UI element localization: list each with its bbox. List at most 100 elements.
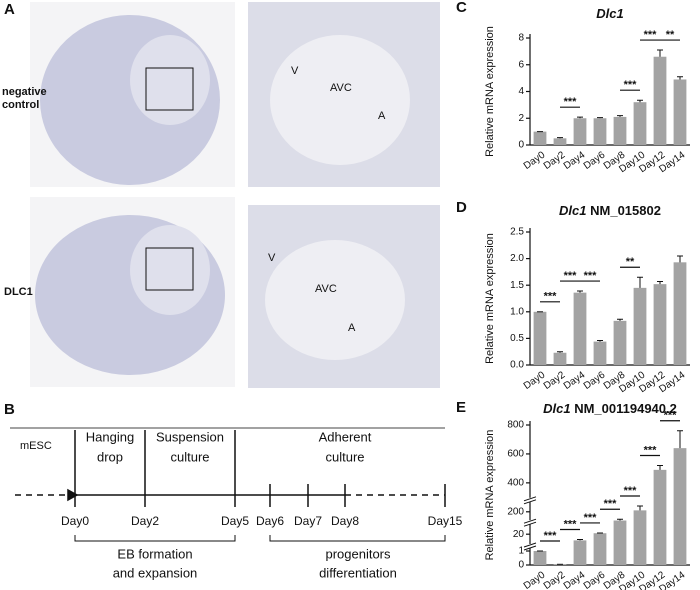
bar [533,311,547,365]
error-bar [597,340,603,342]
day-label: Day7 [294,514,322,528]
bar [653,469,667,565]
panel-label: D [456,199,467,216]
bar [653,56,667,145]
y-tick-label: 600 [507,449,524,460]
bar [593,341,607,365]
day-label: Day5 [221,514,249,528]
error-bar [637,276,643,288]
significance-label: *** [564,270,578,282]
significance-label: *** [624,485,638,497]
y-tick-label: 20 [513,529,525,540]
y-axis-label: Relative mRNA expression [484,26,496,157]
region-label: V [268,252,276,264]
panel-label: A [4,1,15,18]
day-label: Day15 [428,514,463,528]
stage-label: Suspension [156,429,224,444]
stage-label: Hanging [86,429,134,444]
y-axis-label: Relative mRNA expression [484,233,496,364]
error-bar [637,505,643,511]
y-tick-label: 800 [507,420,524,431]
y-tick-label: 0 [518,560,524,571]
error-bar [597,117,603,119]
error-bar [657,280,663,285]
phase-label: progenitors [325,546,391,561]
chart-title: Dlc1 NM_001194940.2 [543,401,677,416]
tissue [130,225,210,315]
y-tick-label: 0 [518,140,524,151]
bar [633,287,647,365]
significance-label: ** [666,29,675,41]
stage-label: culture [170,449,209,464]
bar [573,540,587,565]
y-tick-label: 8 [518,33,524,44]
axis-break-mark [523,496,537,505]
error-bar [557,351,563,353]
title-transcript: NM_015802 [590,203,661,218]
error-bar [657,465,663,470]
phase-label: EB formation [117,546,192,561]
significance-label: *** [604,498,618,510]
significance-label: *** [564,96,578,108]
significance-label: *** [564,518,578,530]
bar [613,116,627,145]
significance-label: ** [626,256,635,268]
inset-box [145,247,194,291]
error-bar [577,290,583,293]
title-gene: Dlc1 [543,401,570,416]
significance-label: *** [544,530,558,542]
stage-label: mESC [20,440,52,452]
region-label: A [348,322,356,334]
arrow [67,488,79,502]
panel-label: C [456,0,467,16]
error-bar [617,115,623,117]
axis-break [524,497,536,502]
day-label: Day0 [61,514,89,528]
region-label: A [378,110,386,122]
row-label: control [2,99,39,111]
bar [673,79,687,145]
title-transcript: NM_001194940.2 [574,401,677,416]
error-bar [617,518,623,521]
y-tick-label: 0.0 [510,360,524,371]
bar [633,102,647,145]
axis-break-mark [523,518,537,527]
chart-title: Dlc1 NM_015802 [559,203,661,218]
y-tick-label: 6 [518,59,524,70]
significance-label: *** [644,444,658,456]
bar [593,118,607,145]
histology: negative control DLC1 V AVC A V AVC A [2,2,440,388]
title-gene: Dlc1 [559,203,586,218]
y-tick-label: 4 [518,86,524,97]
tissue [270,35,410,165]
bar [613,520,627,565]
y-tick-label: 2.5 [510,227,524,238]
bar [533,551,547,565]
tissue [265,240,405,360]
bar [673,448,687,565]
bar [573,292,587,365]
y-tick-label: 2.0 [510,253,524,264]
bar [613,320,627,365]
error-bar [657,49,663,57]
region-label: AVC [330,82,352,94]
title-gene: Dlc1 [596,6,623,21]
day-label: Day6 [256,514,284,528]
bar [633,510,647,565]
y-tick-label: 200 [507,506,524,517]
y-tick-label: 0.5 [510,333,524,344]
error-bar [557,137,563,139]
error-bar [677,430,683,449]
bar [553,138,567,145]
error-bar [677,76,683,80]
day-label: Day2 [131,514,159,528]
stage-label: Adherent [319,429,372,444]
significance-label: *** [644,29,658,41]
stage-label: culture [325,449,364,464]
bar [533,131,547,145]
y-tick-label: 1 [518,546,524,557]
error-bar [577,116,583,119]
region-label: AVC [315,283,337,295]
row-label: negative [2,86,47,98]
